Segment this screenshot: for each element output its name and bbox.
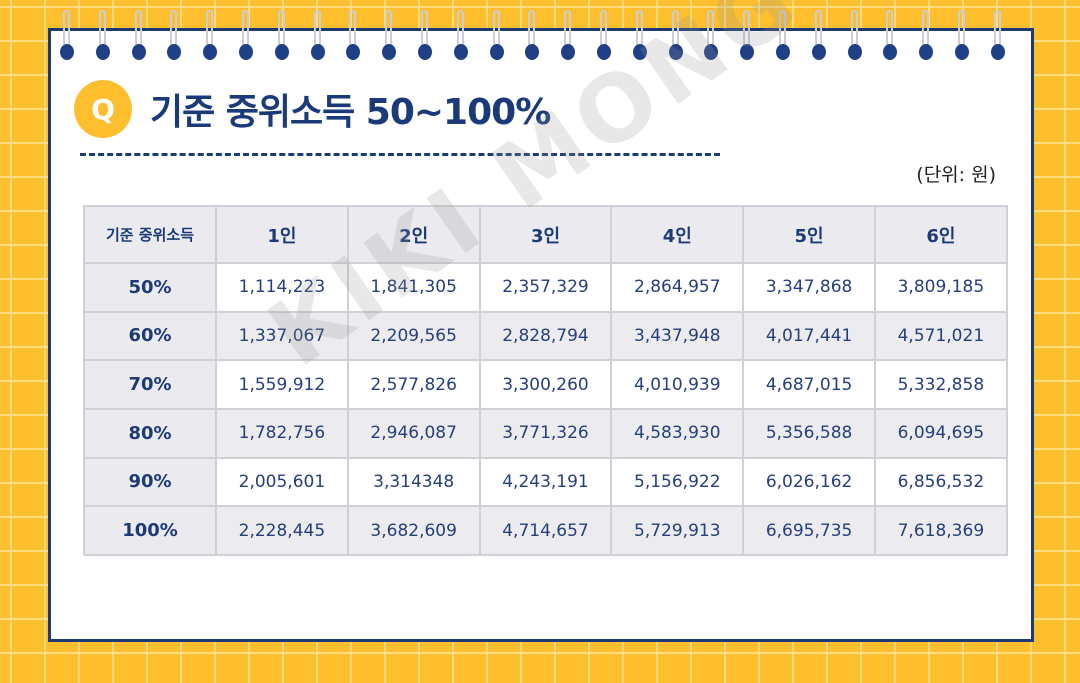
binding-ring-icon [704, 10, 719, 60]
table-cell: 3,437,948 [610, 310, 745, 362]
binding-ring-icon [847, 10, 862, 60]
table-cell: 6,695,735 [742, 505, 876, 556]
binding-ring-icon [955, 10, 969, 60]
column-header: 4인 [610, 205, 745, 264]
table-cell: 1,841,305 [346, 262, 481, 313]
table-cell: 2,357,329 [478, 262, 613, 313]
table-cell: 2,209,565 [346, 310, 481, 362]
income-table-wrapper: 기준 중위소득 1인 2인 3인 4인 5인 6인 50% 1,114,223 … [83, 205, 1008, 556]
table-cell: 3,809,185 [873, 262, 1008, 313]
binding-ring-icon [382, 10, 397, 60]
table-cell: 2,946,087 [346, 407, 481, 459]
median-income-table: 기준 중위소득 1인 2인 3인 4인 5인 6인 50% 1,114,223 … [83, 205, 1008, 556]
binding-ring-icon [883, 10, 898, 60]
table-cell: 4,687,015 [742, 359, 876, 410]
row-header: 60% [83, 310, 217, 362]
binding-ring-icon [418, 10, 432, 60]
table-header-row: 기준 중위소득 1인 2인 3인 4인 5인 6인 [83, 205, 1008, 264]
table-cell: 2,577,826 [346, 359, 481, 410]
table-cell: 3,314348 [346, 456, 481, 508]
table-row: 50% 1,114,223 1,841,305 2,357,329 2,864,… [83, 262, 1008, 313]
binding-ring-icon [597, 10, 611, 60]
table-cell: 1,782,756 [215, 407, 349, 459]
table-row: 60% 1,337,067 2,209,565 2,828,794 3,437,… [83, 310, 1008, 362]
binding-ring-icon [525, 10, 540, 60]
binding-ring-icon [632, 10, 647, 60]
binding-ring-icon [346, 10, 361, 60]
table-cell: 2,864,957 [610, 262, 745, 313]
column-header: 2인 [346, 205, 481, 264]
row-header: 90% [83, 456, 217, 508]
column-header: 1인 [215, 205, 349, 264]
table-cell: 3,300,260 [478, 359, 613, 410]
table-cell: 3,771,326 [478, 407, 613, 459]
q-badge-icon: Q [74, 80, 132, 138]
binding-ring-icon [811, 10, 826, 60]
table-cell: 4,243,191 [478, 456, 613, 508]
column-header: 3인 [478, 205, 613, 264]
table-cell: 5,356,588 [742, 407, 876, 459]
binding-ring-icon [60, 10, 74, 60]
table-cell: 4,571,021 [873, 310, 1008, 362]
table-cell: 4,714,657 [478, 505, 613, 556]
table-row: 70% 1,559,912 2,577,826 3,300,260 4,010,… [83, 359, 1008, 410]
binding-ring-icon [131, 10, 146, 60]
binding-ring-icon [167, 10, 182, 60]
binding-ring-icon [453, 10, 468, 60]
page-title: 기준 중위소득 50~100% [150, 92, 551, 133]
binding-ring-icon [95, 10, 110, 60]
binding-ring-icon [274, 10, 289, 60]
table-cell: 2,005,601 [215, 456, 349, 508]
table-cell: 1,114,223 [215, 262, 349, 313]
spiral-binding [60, 10, 1010, 60]
binding-ring-icon [310, 10, 325, 60]
row-header: 70% [83, 359, 217, 410]
row-header: 80% [83, 407, 217, 459]
table-row: 100% 2,228,445 3,682,609 4,714,657 5,729… [83, 505, 1008, 556]
table-cell: 1,559,912 [215, 359, 349, 410]
table-cell: 3,347,868 [742, 262, 876, 313]
binding-ring-icon [239, 10, 253, 60]
table-cell: 5,332,858 [873, 359, 1008, 410]
binding-ring-icon [561, 10, 576, 60]
table-cell: 4,017,441 [742, 310, 876, 362]
table-cell: 7,618,369 [873, 505, 1008, 556]
title-row: Q 기준 중위소득 50~100% [74, 78, 551, 140]
binding-ring-icon [740, 10, 755, 60]
binding-ring-icon [776, 10, 790, 60]
table-cell: 3,682,609 [346, 505, 481, 556]
row-header: 50% [83, 262, 217, 313]
table-cell: 5,156,922 [610, 456, 745, 508]
table-cell: 4,010,939 [610, 359, 745, 410]
binding-ring-icon [489, 10, 504, 60]
corner-header: 기준 중위소득 [83, 205, 217, 264]
table-cell: 6,094,695 [873, 407, 1008, 459]
unit-label: (단위: 원) [916, 164, 996, 186]
column-header: 6인 [873, 205, 1008, 264]
table-cell: 6,856,532 [873, 456, 1008, 508]
table-cell: 6,026,162 [742, 456, 876, 508]
table-cell: 1,337,067 [215, 310, 349, 362]
binding-ring-icon [668, 10, 683, 60]
binding-ring-icon [990, 10, 1005, 60]
table-cell: 5,729,913 [610, 505, 745, 556]
table-cell: 2,828,794 [478, 310, 613, 362]
row-header: 100% [83, 505, 217, 556]
binding-ring-icon [919, 10, 934, 60]
column-header: 5인 [742, 205, 876, 264]
table-row: 90% 2,005,601 3,314348 4,243,191 5,156,9… [83, 456, 1008, 508]
binding-ring-icon [203, 10, 218, 60]
table-cell: 2,228,445 [215, 505, 349, 556]
table-cell: 4,583,930 [610, 407, 745, 459]
table-row: 80% 1,782,756 2,946,087 3,771,326 4,583,… [83, 407, 1008, 459]
dashed-divider [80, 153, 720, 156]
